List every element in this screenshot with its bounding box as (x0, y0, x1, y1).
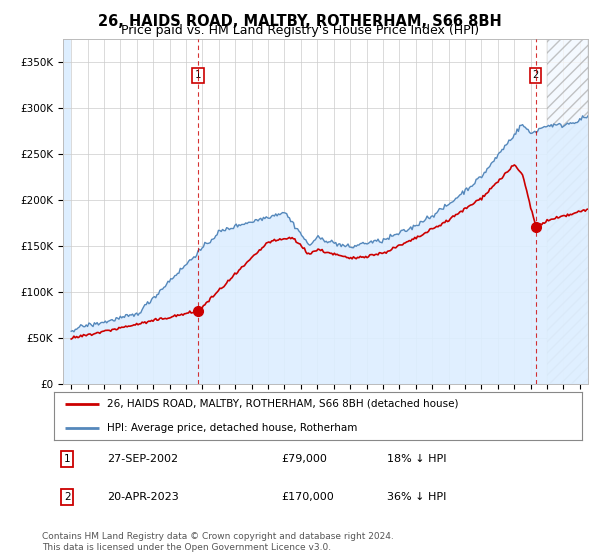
Text: 20-APR-2023: 20-APR-2023 (107, 492, 179, 502)
Text: Price paid vs. HM Land Registry's House Price Index (HPI): Price paid vs. HM Land Registry's House … (121, 24, 479, 36)
Text: 1: 1 (195, 71, 202, 81)
Text: 26, HAIDS ROAD, MALTBY, ROTHERHAM, S66 8BH: 26, HAIDS ROAD, MALTBY, ROTHERHAM, S66 8… (98, 14, 502, 29)
Text: £170,000: £170,000 (281, 492, 334, 502)
Text: Contains HM Land Registry data © Crown copyright and database right 2024.: Contains HM Land Registry data © Crown c… (42, 532, 394, 541)
Text: This data is licensed under the Open Government Licence v3.0.: This data is licensed under the Open Gov… (42, 543, 331, 552)
Text: 2: 2 (532, 71, 539, 81)
Text: £79,000: £79,000 (281, 454, 327, 464)
Text: 26, HAIDS ROAD, MALTBY, ROTHERHAM, S66 8BH (detached house): 26, HAIDS ROAD, MALTBY, ROTHERHAM, S66 8… (107, 399, 458, 409)
Text: 2: 2 (64, 492, 71, 502)
Text: 27-SEP-2002: 27-SEP-2002 (107, 454, 178, 464)
Text: HPI: Average price, detached house, Rotherham: HPI: Average price, detached house, Roth… (107, 423, 357, 433)
Text: 36% ↓ HPI: 36% ↓ HPI (386, 492, 446, 502)
Text: 18% ↓ HPI: 18% ↓ HPI (386, 454, 446, 464)
Text: 1: 1 (64, 454, 71, 464)
